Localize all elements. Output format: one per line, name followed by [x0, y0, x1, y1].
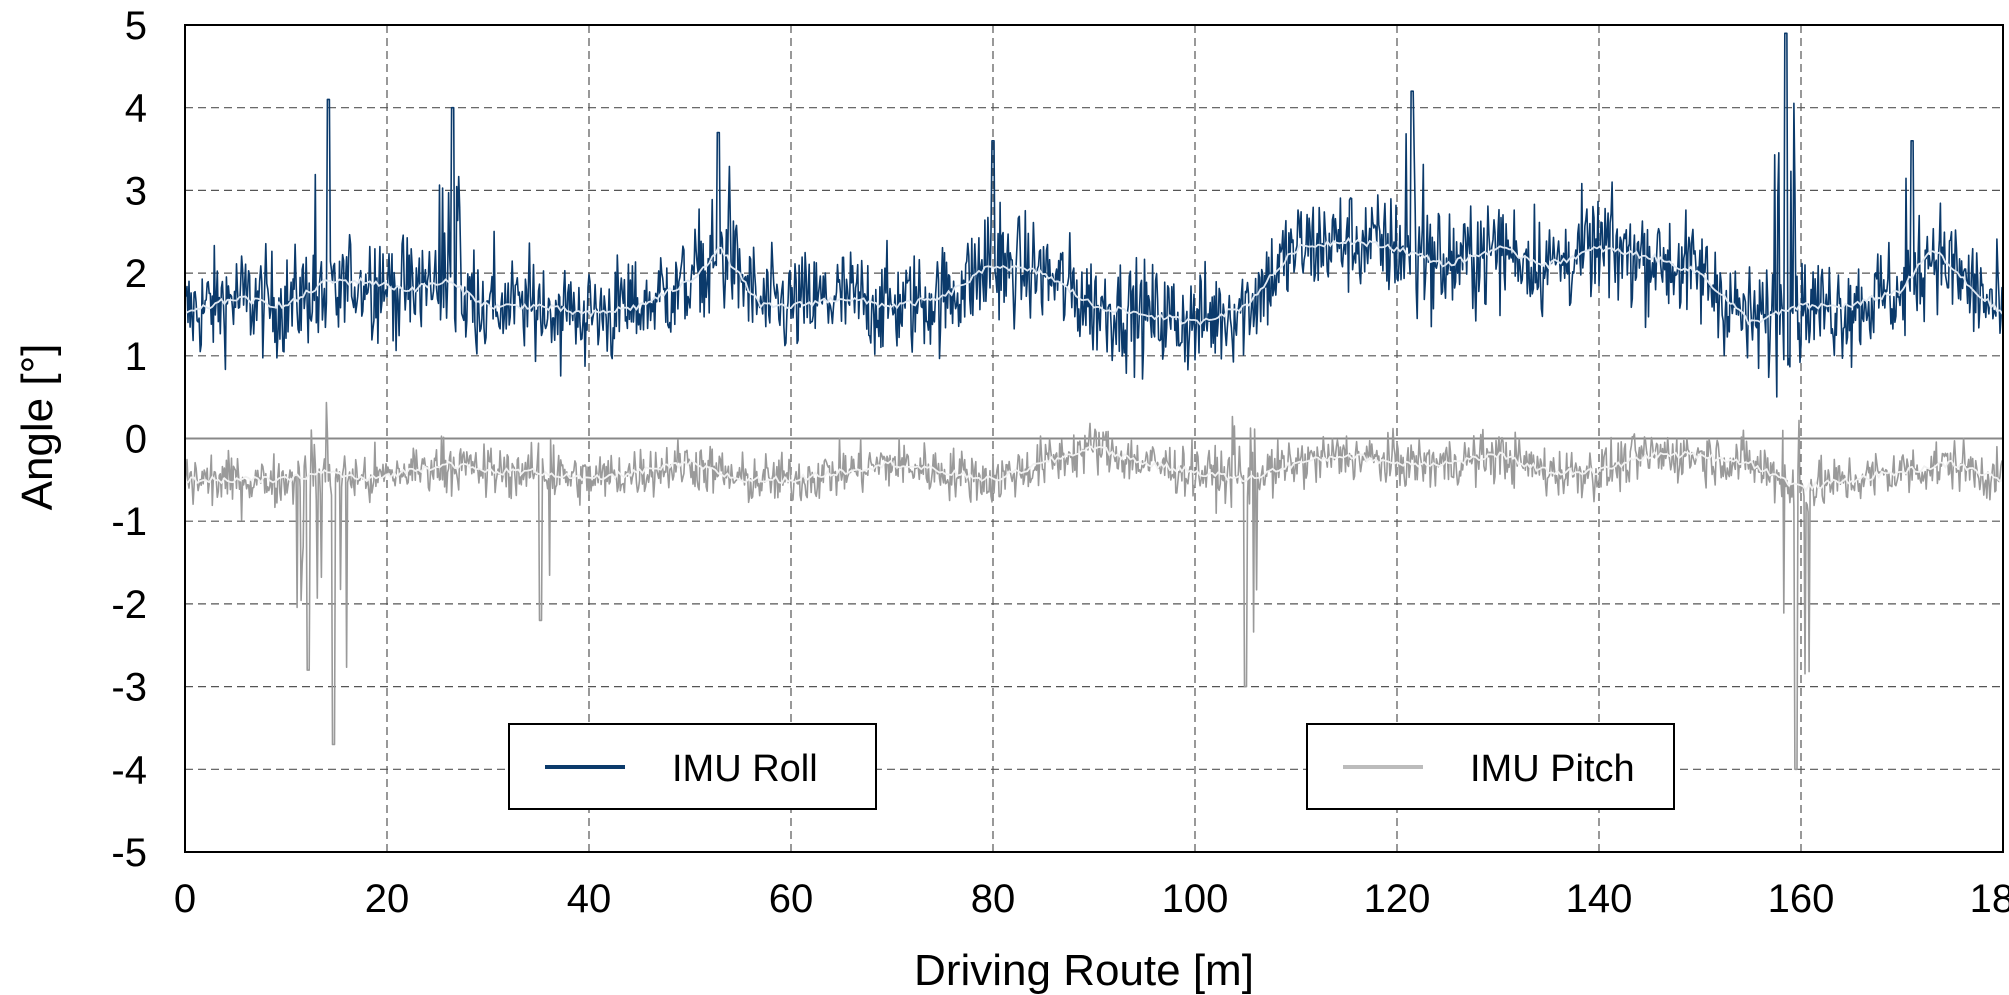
x-tick-label: 180 [1970, 877, 2009, 921]
series-imu-pitch [184, 401, 2004, 771]
x-tick-label: 40 [567, 877, 612, 921]
y-tick-label: -5 [111, 831, 147, 875]
legend-roll-label: IMU Roll [672, 748, 818, 790]
x-tick-label: 140 [1566, 877, 1633, 921]
x-tick-label: 60 [769, 877, 814, 921]
y-tick-label: -1 [111, 500, 147, 544]
raw-line [184, 401, 2004, 771]
y-tick-label: 2 [125, 252, 147, 296]
x-tick-label: 100 [1162, 877, 1229, 921]
x-tick-label: 80 [971, 877, 1016, 921]
y-tick-label: -2 [111, 583, 147, 627]
x-axis-label: Driving Route [m] [914, 946, 1254, 995]
x-tick-label: 0 [174, 877, 196, 921]
x-tick-label: 160 [1768, 877, 1835, 921]
y-tick-label: 5 [125, 4, 147, 48]
y-tick-label: 3 [125, 169, 147, 213]
plot-frame [184, 24, 2004, 853]
x-tick-label: 20 [365, 877, 410, 921]
y-tick-label: 4 [125, 87, 147, 131]
series-imu-roll [184, 32, 2004, 398]
smoothed-line [184, 236, 2004, 326]
smoothed-line [185, 445, 2004, 493]
grid-lines [185, 25, 2003, 852]
x-tick-label: 120 [1364, 877, 1431, 921]
y-tick-label: -4 [111, 748, 147, 792]
y-tick-labels: 5 4 3 2 1 0 -1 -2 -3 -4 -5 [111, 4, 147, 875]
series-layer [184, 32, 2004, 771]
y-tick-label: 0 [125, 418, 147, 462]
legend-pitch: IMU Pitch [1306, 723, 1675, 810]
raw-line [184, 32, 2004, 398]
legend-roll: IMU Roll [508, 723, 877, 810]
legend-pitch-label: IMU Pitch [1470, 748, 1635, 790]
y-axis-label: Angle [°] [13, 344, 62, 511]
y-tick-label: 1 [125, 335, 147, 379]
x-tick-labels: 0 20 40 60 80 100 120 140 160 180 [174, 877, 2009, 921]
y-tick-label: -3 [111, 666, 147, 710]
